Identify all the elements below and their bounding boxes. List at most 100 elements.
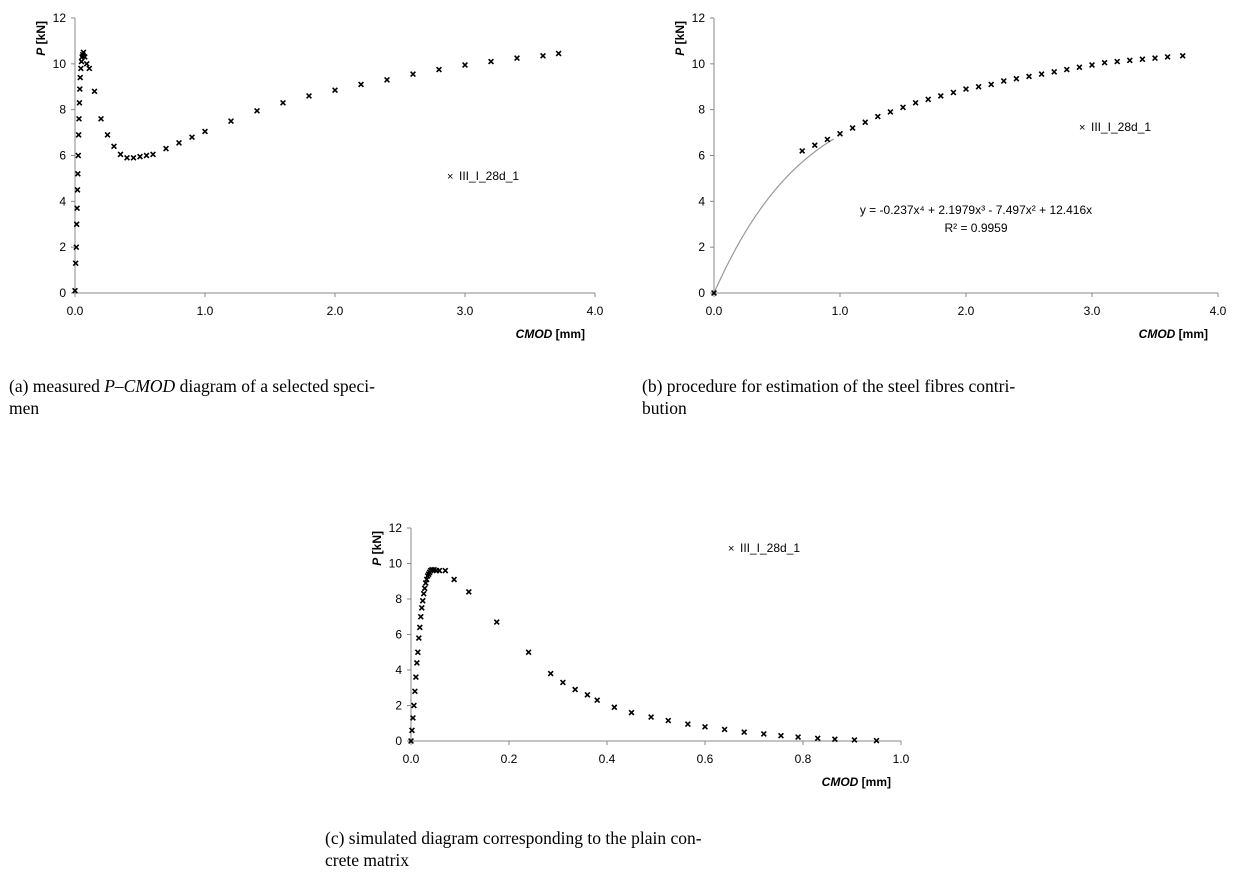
chart-a-data-point <box>150 151 156 158</box>
chart-a-data-point <box>75 131 82 138</box>
chart-c-data-point <box>409 727 415 734</box>
caption-a-line2: men <box>9 398 40 418</box>
chart-c-data-point <box>741 729 748 736</box>
chart-a-data-point <box>189 134 195 141</box>
chart-a-data-point <box>280 99 286 106</box>
chart-a-data-point <box>77 74 84 81</box>
chart-c-data-point <box>465 588 472 595</box>
chart-a-data-point <box>76 99 83 106</box>
chart-b-y-tick-label: 12 <box>692 11 706 25</box>
chart-b-x-tick-label: 3.0 <box>1084 304 1101 318</box>
chart-c-x-tick-label: 0.4 <box>599 752 616 766</box>
chart-a-data-point <box>78 58 85 65</box>
chart-c-data-point <box>421 585 428 592</box>
caption-c: (c) simulated diagram corresponding to t… <box>325 827 925 871</box>
chart-a-data-point <box>137 153 143 160</box>
chart-c-data-point <box>760 730 767 737</box>
chart-a-data-point <box>124 154 130 161</box>
chart-a-data-point <box>202 128 208 135</box>
chart-b-data-point <box>824 136 831 143</box>
chart-c-series-points <box>408 566 880 744</box>
chart-c-legend-marker: × <box>728 543 734 555</box>
chart-a-y-tick-label: 4 <box>59 194 66 208</box>
chart-c-data-point <box>410 702 417 709</box>
chart-a-y-tick-label: 10 <box>53 57 67 71</box>
chart-c-data-point <box>559 679 566 686</box>
chart-a-data-point <box>358 81 364 88</box>
caption-b-line1: (b) procedure for estimation of the stee… <box>642 376 1016 396</box>
chart-a-data-point <box>555 50 562 57</box>
chart-c-data-point <box>851 736 858 743</box>
chart-a-legend-marker: × <box>447 171 453 183</box>
chart-a-data-point <box>163 145 169 152</box>
chart-c-x-tick-label: 0.6 <box>697 752 714 766</box>
chart-c-data-point <box>873 737 880 744</box>
chart-b-data-point <box>887 108 894 115</box>
chart-b-annotation: y = -0.237x⁴ + 2.1979x³ - 7.497x² + 12.4… <box>860 203 1092 217</box>
chart-c-data-point <box>777 732 784 739</box>
chart-c-data-point <box>408 738 414 744</box>
chart-a-data-point <box>98 115 104 122</box>
chart-a-legend-label: III_I_28d_1 <box>459 169 519 183</box>
chart-c-y-tick-label: 10 <box>389 557 403 571</box>
chart-c-data-point <box>547 670 554 677</box>
chart-b-data-point <box>1038 71 1045 78</box>
chart-a-data-point <box>410 71 416 78</box>
chart-b-data-point <box>1076 64 1083 71</box>
chart-b-data-point <box>799 147 806 154</box>
chart-a-legend: × III_I_28d_1 <box>447 169 519 183</box>
caption-c-line2: crete matrix <box>325 850 410 870</box>
chart-a-x-tick-label: 2.0 <box>327 304 344 318</box>
caption-a-prefix: (a) measured <box>9 376 105 396</box>
chart-c-data-point <box>628 709 635 716</box>
chart-a-x-tick-label: 4.0 <box>587 304 604 318</box>
chart-c-data-point <box>413 659 420 666</box>
chart-b-data-point <box>862 119 869 126</box>
chart-a-data-point <box>72 287 78 294</box>
chart-b-data-point <box>963 86 969 93</box>
chart-b-data-point <box>950 89 957 96</box>
chart-c-y-tick-label: 8 <box>395 592 402 606</box>
chart-c-data-point <box>665 717 672 724</box>
chart-a-data-point <box>462 62 468 68</box>
chart-c-data-point <box>451 576 458 583</box>
chart-c-data-point <box>721 726 728 733</box>
chart-c-data-point <box>414 649 421 656</box>
chart-b-data-point <box>1179 52 1186 59</box>
chart-c-data-point <box>831 736 838 743</box>
chart-b-data-point <box>975 83 982 90</box>
chart-a-series-points <box>72 49 562 294</box>
chart-c-data-point <box>795 734 802 741</box>
chart-a-data-point <box>332 87 338 94</box>
chart-c-x-tick-label: 0.2 <box>501 752 518 766</box>
chart-c-y-tick-label: 2 <box>395 699 402 713</box>
chart-b-data-point <box>1013 75 1020 82</box>
chart-a-data-point <box>76 115 82 122</box>
chart-c-y-axis-label: P [kN] <box>370 531 384 566</box>
chart-b-data-point <box>937 92 944 99</box>
chart-b-annotation: R² = 0.9959 <box>944 221 1007 235</box>
chart-c-data-point <box>525 649 532 656</box>
chart-b-x-tick-label: 4.0 <box>1210 304 1227 318</box>
chart-a-data-point <box>83 60 90 67</box>
chart-a-data-point <box>73 221 80 228</box>
chart-a-data-point <box>73 244 80 251</box>
chart-b-data-point <box>1026 73 1032 80</box>
chart-b-legend-marker: × <box>1079 122 1085 134</box>
chart-a-data-point <box>74 170 81 177</box>
chart-c-data-point <box>572 686 579 693</box>
chart-a-data-point <box>176 139 182 146</box>
chart-b-series-points <box>711 52 1186 296</box>
chart-b-data-point <box>925 96 932 103</box>
chart-a-data-point <box>74 186 81 193</box>
chart-c-data-point <box>418 604 425 611</box>
chart-c-x-tick-label: 0.8 <box>795 752 812 766</box>
chart-b-data-point <box>1114 58 1121 65</box>
chart-c-legend-label: III_I_28d_1 <box>740 541 800 555</box>
chart-a-data-point <box>86 65 93 72</box>
chart-a-data-point <box>384 76 390 83</box>
chart-b-data-point <box>811 142 818 149</box>
caption-b-line2: bution <box>642 398 687 418</box>
